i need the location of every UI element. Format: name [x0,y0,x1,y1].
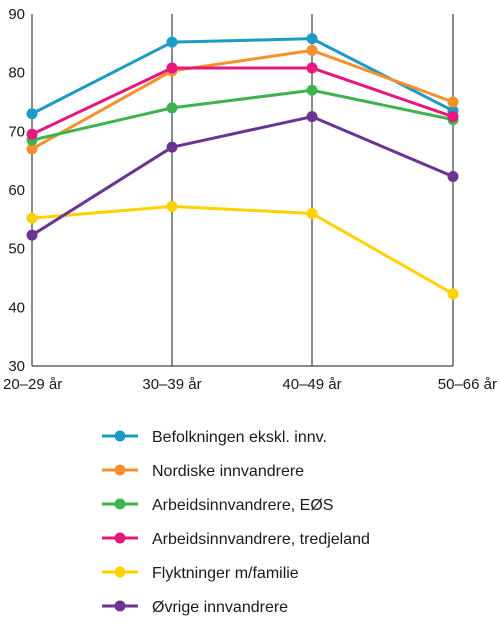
data-point [166,62,178,74]
series-line [31,115,454,237]
legend-label: Flyktninger m/familie [152,565,299,582]
y-axis-ticks: 30 40 50 60 70 80 90 [8,6,25,375]
data-point [26,143,38,155]
data-point [447,288,459,300]
x-tick-label: 30–39 år [142,376,201,393]
y-tick-label: 90 [8,6,25,23]
legend-marker [114,566,126,578]
data-point [447,111,459,123]
data-point [26,108,38,120]
legend-label: Befolkningen ekskl. innv. [152,429,327,446]
data-point [26,128,38,140]
series-line [31,48,454,151]
legend-label: Nordiske innvandrere [152,463,304,480]
series-1 [26,44,459,155]
y-tick-label: 60 [8,182,25,199]
x-axis-ticks: 20–29 år 30–39 år 40–49 år 50–66 år [3,376,497,393]
data-point [166,141,178,153]
legend-item: Øvrige innvandrere [102,599,288,616]
data-point [306,84,318,96]
data-point [447,96,459,108]
series-5 [26,111,459,241]
data-point [306,33,318,45]
legend-marker [114,464,126,476]
legend-label: Arbeidsinnvandrere, tredjeland [152,531,370,548]
legend-label: Øvrige innvandrere [152,599,288,616]
data-point [306,111,318,123]
series-4 [26,200,459,300]
legend-marker [114,532,126,544]
chart-legend: Befolkningen ekskl. innv. Nordiske innvan… [102,429,370,616]
y-tick-label: 40 [8,299,25,316]
legend-item: Arbeidsinnvandrere, tredjeland [102,531,370,548]
x-tick-label: 50–66 år [438,376,497,393]
legend-label: Arbeidsinnvandrere, EØS [152,497,333,514]
legend-marker [114,498,126,510]
series-line [31,37,454,116]
legend-marker [114,430,126,442]
legend-marker [114,600,126,612]
y-tick-label: 70 [8,123,25,140]
data-point [26,229,38,241]
series-3 [26,62,459,140]
x-tick-label: 20–29 år [3,376,62,393]
data-point [166,36,178,48]
data-point [447,171,459,183]
data-point [26,212,38,224]
legend-item: Arbeidsinnvandrere, EØS [102,497,333,514]
x-tick-label: 40–49 år [282,376,341,393]
y-tick-label: 80 [8,65,25,82]
data-point [166,200,178,212]
data-point [306,62,318,74]
series-line [31,204,454,296]
y-tick-label: 30 [8,358,25,375]
data-point [166,102,178,114]
legend-item: Befolkningen ekskl. innv. [102,429,327,446]
chart-series [26,33,459,300]
data-point [306,44,318,56]
y-tick-label: 50 [8,241,25,258]
legend-item: Flyktninger m/familie [102,565,299,582]
series-line [31,66,454,136]
data-point [306,207,318,219]
legend-item: Nordiske innvandrere [102,463,304,480]
chart-axes [31,14,453,367]
series-line [31,88,454,142]
